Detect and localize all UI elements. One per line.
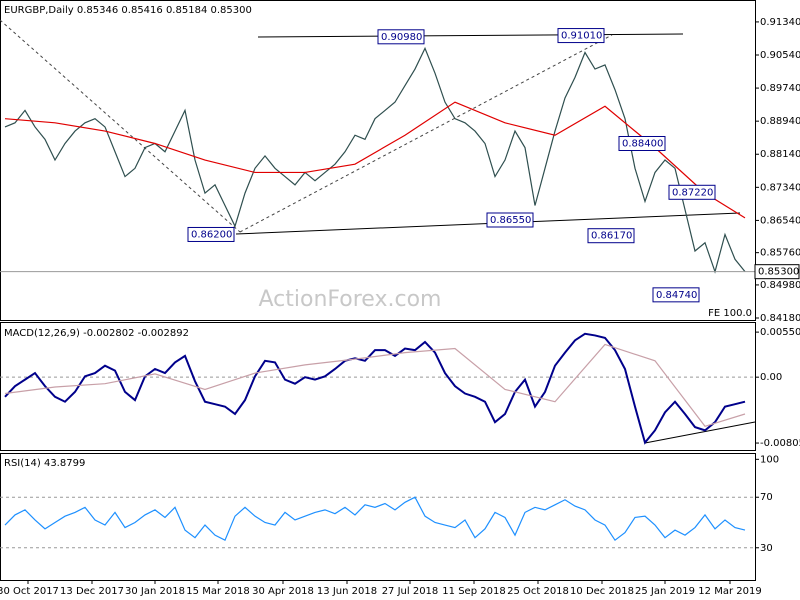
level-box [668,184,716,200]
series-line [4,46,746,274]
y-tick-label: 0.00 [760,372,782,383]
y-tick-label: 0.84980 [760,280,800,291]
trend-line [257,33,684,38]
series-line [4,101,746,219]
x-tick-label: 30 Jan 2018 [125,586,185,597]
y-tick-label: 100 [760,454,779,465]
macd-panel [0,322,756,451]
y-tick-label: 0.88940 [760,116,800,127]
x-tick-label: 25 Jan 2019 [635,586,695,597]
level-label: 0.84740 [656,290,697,301]
x-tick-label: 15 Mar 2018 [186,586,249,597]
last-price-label: 0.85300 [758,267,799,278]
x-tick-label: 27 Jul 2018 [382,586,439,597]
trend-line [0,19,241,233]
level-label: 0.91010 [561,31,602,42]
y-tick-label: 0.88140 [760,149,800,160]
x-tick-label: 11 Sep 2018 [442,586,505,597]
trend-line [239,34,613,233]
level-label: 0.86550 [490,215,531,226]
level-box [557,28,605,44]
y-tick-label: 0.91340 [760,17,800,28]
y-tick-label: 30 [760,543,773,554]
panel-title: RSI(14) 43.8799 [4,458,85,469]
y-tick-label: 0.90540 [760,50,800,61]
chart-title: EURGBP,Daily 0.85346 0.85416 0.85184 0.8… [4,5,252,16]
y-tick-label: -0.00805 [760,438,800,449]
level-label: 0.88400 [622,138,663,149]
series-line [4,343,746,427]
y-tick-label: 0.85760 [760,248,800,259]
y-tick-label: 0.89740 [760,83,800,94]
x-tick-label: 13 Jun 2018 [317,586,377,597]
x-tick-label: 25 Oct 2018 [507,586,569,597]
level-box [377,29,425,45]
level-box [652,287,700,303]
price-panel [0,0,756,321]
x-tick-label: 30 Apr 2018 [252,586,314,597]
level-box [486,212,534,228]
series-line [4,332,746,445]
level-box [618,135,666,151]
level-box [187,226,235,242]
last-price-box [754,264,800,280]
x-tick-label: 12 Mar 2019 [698,586,761,597]
level-label: 0.86170 [591,231,632,242]
trend-line [644,421,756,444]
level-label: 0.90980 [381,32,422,43]
y-tick-label: 70 [760,492,773,503]
panel-title: MACD(12,26,9) -0.002802 -0.002892 [4,328,189,339]
y-tick-label: 0.84180 [760,313,800,324]
x-tick-label: 30 Oct 2017 [0,586,59,597]
level-label: 0.86200 [191,229,232,240]
level-box [587,228,635,244]
watermark: ActionForex.com [259,287,442,312]
level-label: 0.87220 [672,187,713,198]
rsi-panel [0,453,756,581]
x-tick-label: 10 Dec 2018 [570,586,634,597]
x-tick-label: 13 Dec 2017 [60,586,124,597]
fe-label: FE 100.0 [708,308,752,319]
y-tick-label: 0.005504 [760,327,800,338]
series-line [4,496,746,542]
y-tick-label: 0.86540 [760,215,800,226]
y-tick-label: 0.87340 [760,182,800,193]
